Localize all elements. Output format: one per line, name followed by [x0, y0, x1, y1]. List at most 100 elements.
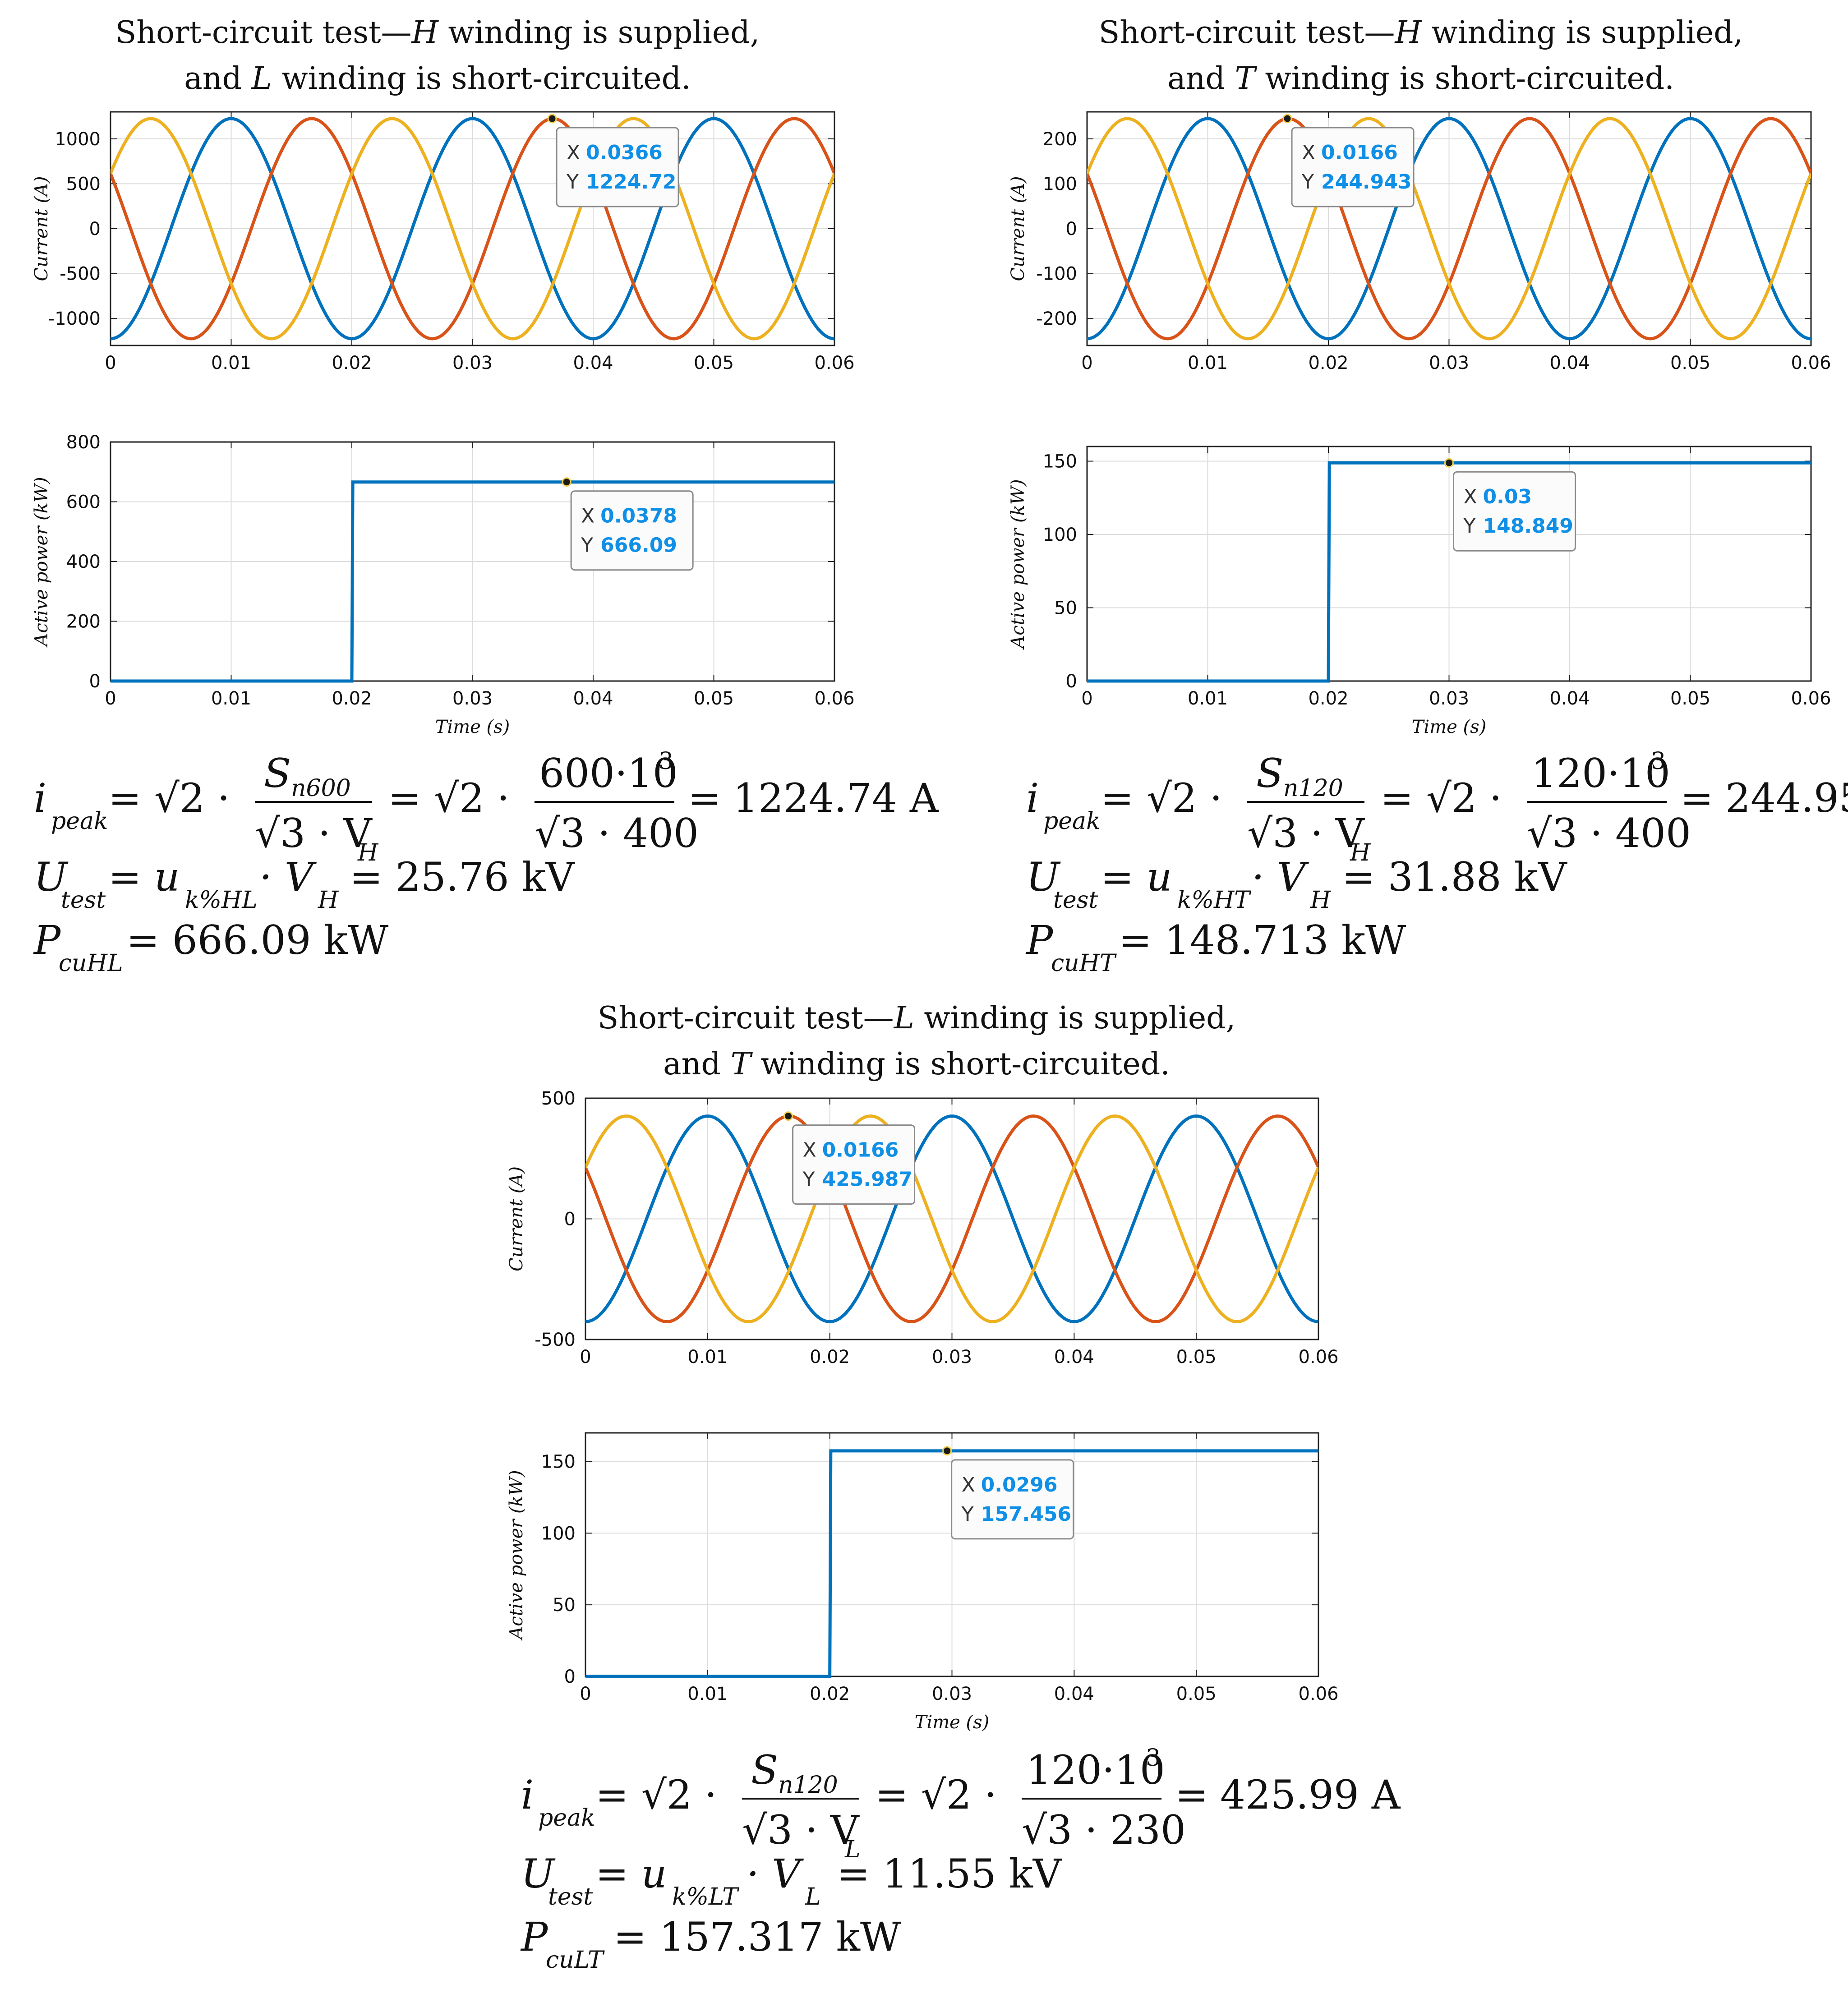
datatip-x-value: 0.0366 — [586, 141, 663, 164]
x-tick-label: 0.06 — [1791, 353, 1831, 373]
eq-den1-subscript: L — [844, 1836, 861, 1863]
eq-V: · V — [747, 1851, 804, 1897]
datatip-x-value: 0.0378 — [600, 505, 677, 528]
y-tick-label: -200 — [1036, 308, 1077, 329]
y-tick-label: -500 — [535, 1330, 576, 1350]
eq-S: S — [1256, 750, 1283, 796]
datatip-y-value: 1224.72 — [586, 170, 676, 193]
axes-frame — [110, 441, 835, 682]
x-tick-label: 0.03 — [1429, 688, 1469, 709]
axes-frame — [585, 1432, 1319, 1677]
x-tick-label: 0.05 — [1176, 1347, 1217, 1367]
datatip-box — [556, 127, 679, 207]
y-tick-label: 100 — [1043, 525, 1077, 545]
y-tick-label: -1000 — [48, 308, 101, 329]
chart-title-line1: Short-circuit test—H winding is supplied… — [115, 15, 760, 51]
x-tick-label: 0.06 — [1791, 688, 1831, 709]
x-tick-label: 0.02 — [1308, 353, 1348, 373]
y-tick-label: 1000 — [55, 129, 101, 150]
datatip-box — [1291, 127, 1415, 207]
datatip-x-value: 0.0296 — [981, 1473, 1058, 1496]
eq-P-subscript: cuHT — [1051, 950, 1117, 977]
axes-frame — [1086, 111, 1812, 346]
current-plot: 0 0.01 0.02 0.03 0.04 0.05 0.06 -1000 -500 0 500 10… — [31, 111, 855, 373]
axes-frame — [1086, 446, 1812, 682]
axes-frame — [585, 1097, 1319, 1340]
eq-sqrt2-b: = √2 · — [875, 1772, 997, 1818]
equations-block: i peak = √2 ·S n120√3 · VH= √2 ·120·103√3 ·… — [1025, 748, 1848, 977]
datatip-marker — [562, 477, 571, 487]
x-axis-label: Time (s) — [435, 717, 510, 737]
eq-U-result: = 31.88 kV — [1342, 854, 1567, 900]
x-tick-label: 0.06 — [814, 353, 854, 373]
datatip-box — [570, 490, 694, 571]
eq-S-subscript: n120 — [778, 1772, 838, 1799]
current-plot: 0 0.01 0.02 0.03 0.04 0.05 0.06-5000500Current… — [506, 1088, 1339, 1367]
x-tick-label: 0.05 — [694, 688, 734, 709]
equations-block: i peak = √2 ·S n600√3 · VH= √2 ·600·103√3 ·… — [33, 748, 939, 977]
x-tick-label: 0.03 — [452, 353, 493, 373]
datatip-x-value: 0.03 — [1483, 485, 1532, 508]
eq-V-subscript: L — [805, 1883, 821, 1911]
x-tick-label: 0.04 — [1054, 1347, 1094, 1367]
datatip-x-value: 0.0166 — [1321, 141, 1398, 164]
y-tick-label: 0 — [1066, 671, 1077, 692]
y-tick-label: 100 — [541, 1523, 576, 1544]
y-axis-label: Active power (kW) — [1008, 479, 1028, 650]
current-series-1 — [111, 117, 834, 341]
x-tick-label: 0.03 — [1429, 353, 1469, 373]
eq-equals: = — [1175, 1772, 1208, 1818]
x-tick-label: 0.02 — [810, 1347, 850, 1367]
datatip-marker — [547, 114, 557, 124]
eq-den2: √3 · 400 — [1527, 810, 1691, 856]
eq-num2-exp: 3 — [659, 748, 673, 775]
eq-U-result: = 11.55 kV — [837, 1851, 1062, 1897]
eq-ipeak-result: 1224.74 A — [733, 775, 939, 821]
datatip-y-value: 666.09 — [600, 534, 677, 557]
datatip-y-value: 157.456 — [981, 1503, 1071, 1526]
x-tick-label: 0.05 — [1176, 1684, 1217, 1704]
y-axis-label: Active power (kW) — [506, 1470, 527, 1641]
power-plot: 0 0.01 0.02 0.03 0.04 0.05 0.06 0 50 100 150 Active… — [506, 1432, 1339, 1733]
x-tick-label: 0.04 — [1549, 353, 1590, 373]
datatip-box — [1453, 471, 1576, 552]
y-tick-label: 500 — [541, 1088, 576, 1109]
eq-S: S — [751, 1747, 778, 1793]
axes-frame — [110, 111, 835, 346]
datatip-box — [951, 1459, 1074, 1540]
eq-sqrt2: = √2 · — [1101, 775, 1222, 821]
datatip-y-key: Y — [1463, 515, 1476, 538]
datatip-y-key: Y — [1301, 170, 1314, 193]
x-tick-label: 0.04 — [573, 688, 613, 709]
datatip-x-key: X — [1464, 485, 1477, 508]
y-tick-label: 0 — [564, 1667, 576, 1687]
current-plot: 0 0.01 0.02 0.03 0.04 0.05 0.06 -200 -100 0 100 200… — [1008, 111, 1831, 373]
eq-ipeak-symbol: i — [34, 775, 46, 821]
datatip-x-key: X — [567, 141, 580, 164]
current-series-3 — [1087, 117, 1811, 341]
eq-U-subscript: test — [61, 887, 106, 914]
eq-uk-subscript: k%HT — [1177, 887, 1251, 914]
current-series-3 — [585, 1114, 1318, 1323]
eq-U-symbol: U — [1026, 854, 1061, 900]
eq-P-result: = 666.09 kW — [126, 917, 389, 963]
datatip-x-key: X — [962, 1473, 975, 1496]
eq-num2-exp: 3 — [1651, 748, 1666, 775]
x-tick-label: 0.05 — [1670, 688, 1710, 709]
chart-group-hl: Short-circuit test—H winding is supplied… — [31, 15, 939, 977]
power-plot: 0 0.01 0.02 0.03 0.04 0.05 0.06 0 200 400 600 800 Ac… — [31, 432, 855, 737]
x-tick-label: 0.01 — [211, 688, 251, 709]
eq-U-symbol: U — [521, 1851, 556, 1897]
eq-den1-subscript: H — [1350, 839, 1371, 866]
chart-title-line2: and T winding is short-circuited. — [1167, 61, 1674, 97]
x-tick-label: 0.04 — [1549, 688, 1590, 709]
power-plot: 0 0.01 0.02 0.03 0.04 0.05 0.06 0 50 100 150 Active… — [1008, 446, 1831, 737]
eq-den1: √3 · V — [1247, 810, 1365, 856]
x-tick-label: 0.04 — [573, 353, 613, 373]
eq-uk: = u — [108, 854, 180, 900]
chart-title-line1: Short-circuit test—H winding is supplied… — [1099, 15, 1743, 51]
eq-ipeak-result: 425.99 A — [1220, 1772, 1401, 1818]
power-series — [1087, 461, 1811, 683]
eq-den2: √3 · 400 — [535, 810, 699, 856]
